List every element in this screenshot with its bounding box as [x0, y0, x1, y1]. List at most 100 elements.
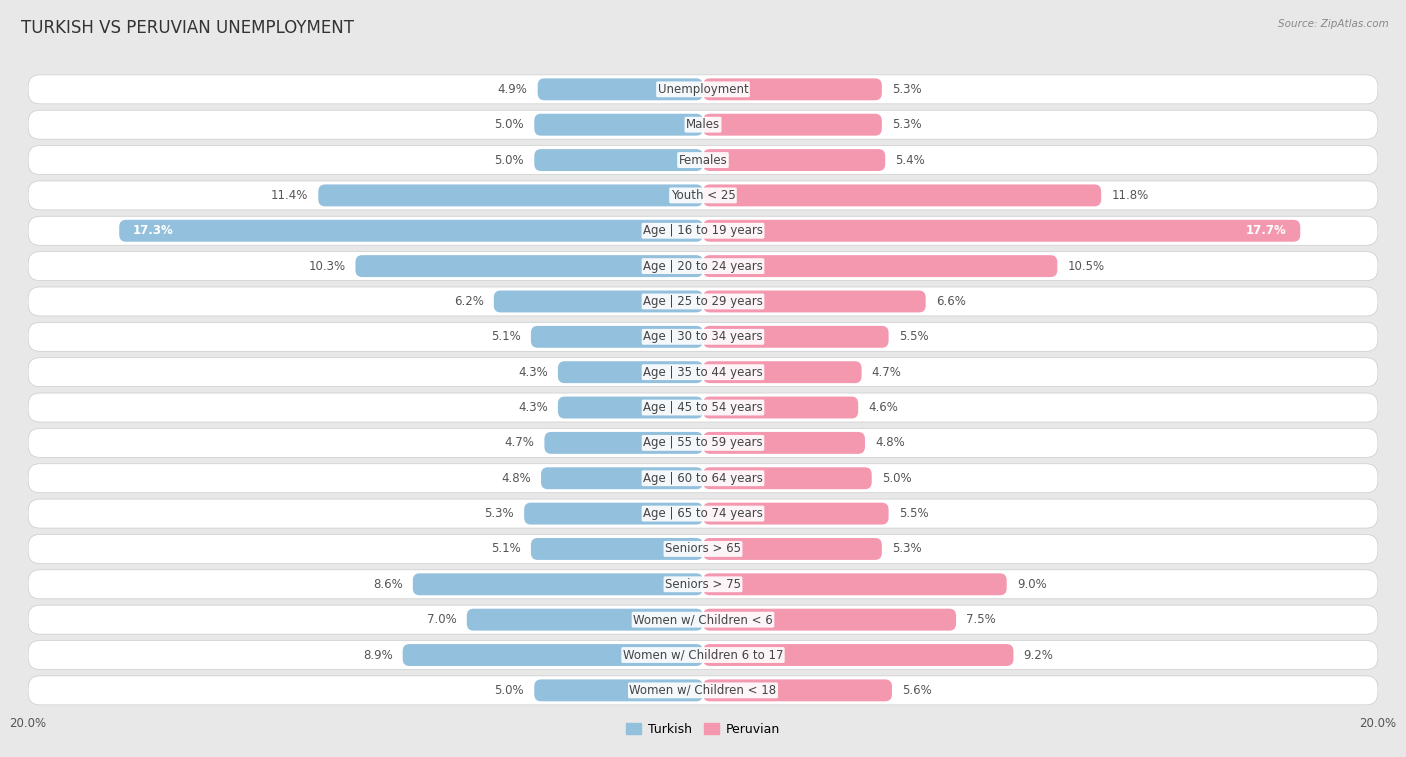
FancyBboxPatch shape [28, 251, 1378, 281]
FancyBboxPatch shape [558, 397, 703, 419]
Text: Age | 25 to 29 years: Age | 25 to 29 years [643, 295, 763, 308]
Text: 5.1%: 5.1% [491, 330, 520, 344]
Text: 17.7%: 17.7% [1246, 224, 1286, 237]
Text: 4.3%: 4.3% [517, 401, 548, 414]
FancyBboxPatch shape [28, 181, 1378, 210]
Text: 7.0%: 7.0% [427, 613, 457, 626]
Text: 8.6%: 8.6% [373, 578, 402, 590]
Text: Age | 60 to 64 years: Age | 60 to 64 years [643, 472, 763, 484]
FancyBboxPatch shape [28, 358, 1378, 387]
Text: 7.5%: 7.5% [966, 613, 995, 626]
Text: Age | 20 to 24 years: Age | 20 to 24 years [643, 260, 763, 273]
FancyBboxPatch shape [28, 145, 1378, 175]
FancyBboxPatch shape [703, 326, 889, 347]
Text: 4.7%: 4.7% [872, 366, 901, 378]
FancyBboxPatch shape [703, 361, 862, 383]
Text: 6.6%: 6.6% [936, 295, 966, 308]
FancyBboxPatch shape [703, 291, 925, 313]
FancyBboxPatch shape [402, 644, 703, 666]
Text: 9.0%: 9.0% [1017, 578, 1046, 590]
FancyBboxPatch shape [703, 149, 886, 171]
FancyBboxPatch shape [531, 326, 703, 347]
Text: Age | 35 to 44 years: Age | 35 to 44 years [643, 366, 763, 378]
Text: 17.3%: 17.3% [132, 224, 173, 237]
Text: 11.4%: 11.4% [271, 189, 308, 202]
Text: Women w/ Children < 18: Women w/ Children < 18 [630, 684, 776, 697]
FancyBboxPatch shape [544, 432, 703, 454]
FancyBboxPatch shape [703, 114, 882, 136]
FancyBboxPatch shape [28, 75, 1378, 104]
FancyBboxPatch shape [703, 573, 1007, 595]
FancyBboxPatch shape [703, 397, 858, 419]
FancyBboxPatch shape [318, 185, 703, 207]
Text: Seniors > 65: Seniors > 65 [665, 543, 741, 556]
FancyBboxPatch shape [28, 534, 1378, 563]
FancyBboxPatch shape [703, 467, 872, 489]
FancyBboxPatch shape [703, 255, 1057, 277]
FancyBboxPatch shape [356, 255, 703, 277]
FancyBboxPatch shape [28, 570, 1378, 599]
FancyBboxPatch shape [534, 680, 703, 701]
Text: Women w/ Children 6 to 17: Women w/ Children 6 to 17 [623, 649, 783, 662]
Text: Age | 55 to 59 years: Age | 55 to 59 years [643, 436, 763, 450]
Text: Males: Males [686, 118, 720, 131]
Text: Unemployment: Unemployment [658, 83, 748, 96]
FancyBboxPatch shape [413, 573, 703, 595]
Text: 5.5%: 5.5% [898, 330, 928, 344]
Text: 10.5%: 10.5% [1067, 260, 1105, 273]
Text: 5.3%: 5.3% [891, 118, 921, 131]
FancyBboxPatch shape [558, 361, 703, 383]
FancyBboxPatch shape [703, 79, 882, 101]
Text: 4.9%: 4.9% [498, 83, 527, 96]
FancyBboxPatch shape [534, 114, 703, 136]
FancyBboxPatch shape [28, 640, 1378, 669]
Text: 5.0%: 5.0% [495, 684, 524, 697]
FancyBboxPatch shape [537, 79, 703, 101]
FancyBboxPatch shape [120, 220, 703, 241]
Text: Age | 16 to 19 years: Age | 16 to 19 years [643, 224, 763, 237]
FancyBboxPatch shape [28, 217, 1378, 245]
FancyBboxPatch shape [703, 503, 889, 525]
Text: 5.6%: 5.6% [903, 684, 932, 697]
Text: 4.8%: 4.8% [501, 472, 531, 484]
Text: 5.3%: 5.3% [891, 543, 921, 556]
FancyBboxPatch shape [28, 322, 1378, 351]
Legend: Turkish, Peruvian: Turkish, Peruvian [621, 718, 785, 740]
FancyBboxPatch shape [28, 393, 1378, 422]
FancyBboxPatch shape [703, 220, 1301, 241]
FancyBboxPatch shape [524, 503, 703, 525]
Text: 5.1%: 5.1% [491, 543, 520, 556]
Text: 8.9%: 8.9% [363, 649, 392, 662]
Text: 5.0%: 5.0% [495, 154, 524, 167]
Text: TURKISH VS PERUVIAN UNEMPLOYMENT: TURKISH VS PERUVIAN UNEMPLOYMENT [21, 19, 354, 37]
FancyBboxPatch shape [28, 499, 1378, 528]
FancyBboxPatch shape [531, 538, 703, 560]
Text: 4.8%: 4.8% [875, 436, 905, 450]
FancyBboxPatch shape [534, 149, 703, 171]
Text: 5.5%: 5.5% [898, 507, 928, 520]
FancyBboxPatch shape [28, 464, 1378, 493]
FancyBboxPatch shape [28, 605, 1378, 634]
FancyBboxPatch shape [541, 467, 703, 489]
FancyBboxPatch shape [28, 287, 1378, 316]
FancyBboxPatch shape [703, 609, 956, 631]
FancyBboxPatch shape [703, 538, 882, 560]
Text: 6.2%: 6.2% [454, 295, 484, 308]
Text: 4.7%: 4.7% [505, 436, 534, 450]
Text: 4.6%: 4.6% [869, 401, 898, 414]
Text: Age | 45 to 54 years: Age | 45 to 54 years [643, 401, 763, 414]
FancyBboxPatch shape [703, 432, 865, 454]
Text: 11.8%: 11.8% [1111, 189, 1149, 202]
FancyBboxPatch shape [703, 680, 891, 701]
FancyBboxPatch shape [703, 185, 1101, 207]
Text: Age | 65 to 74 years: Age | 65 to 74 years [643, 507, 763, 520]
Text: 4.3%: 4.3% [517, 366, 548, 378]
Text: 5.3%: 5.3% [485, 507, 515, 520]
Text: 5.3%: 5.3% [891, 83, 921, 96]
Text: 5.4%: 5.4% [896, 154, 925, 167]
FancyBboxPatch shape [28, 428, 1378, 457]
Text: 5.0%: 5.0% [495, 118, 524, 131]
Text: Youth < 25: Youth < 25 [671, 189, 735, 202]
Text: 9.2%: 9.2% [1024, 649, 1053, 662]
Text: Source: ZipAtlas.com: Source: ZipAtlas.com [1278, 19, 1389, 29]
